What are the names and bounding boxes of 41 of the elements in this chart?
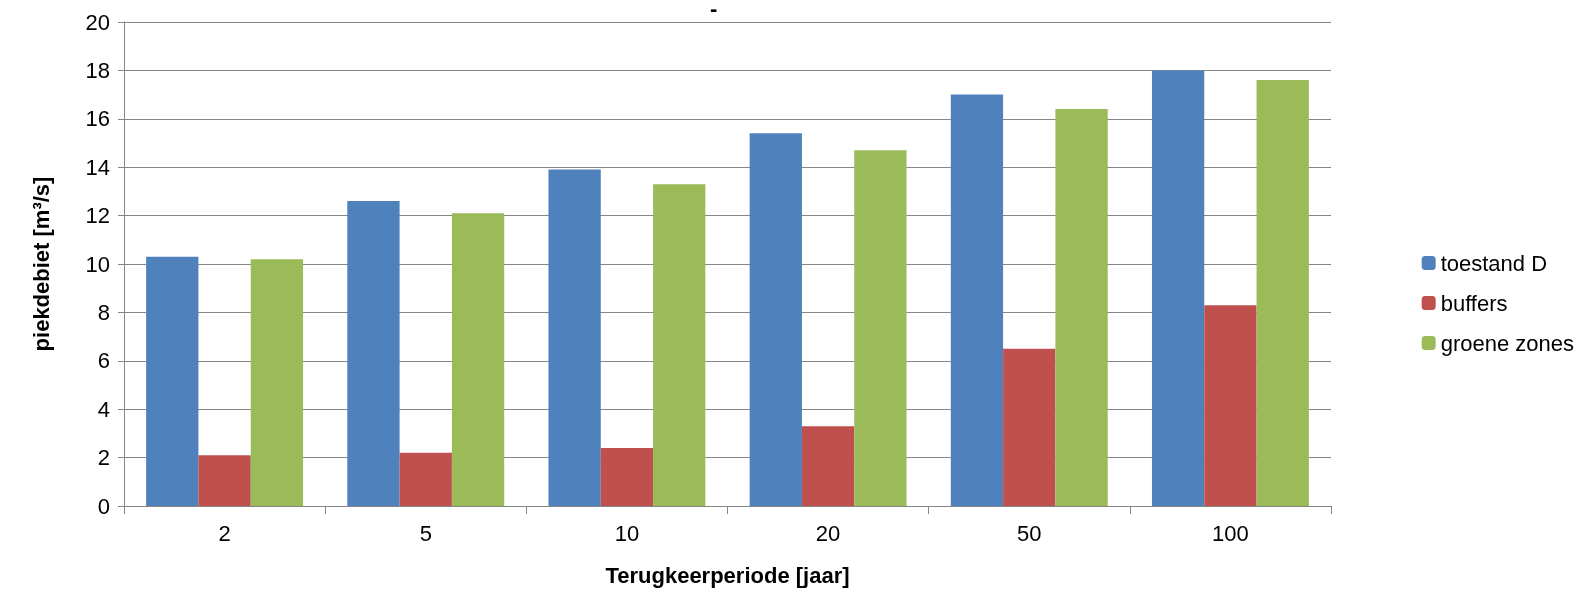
y-tick-label: 4 <box>97 396 110 422</box>
chart-title: - <box>710 0 718 21</box>
x-tick-label: 2 <box>218 520 231 546</box>
y-tick-label: 2 <box>97 445 110 471</box>
bar <box>1003 348 1056 506</box>
x-tick-label: 20 <box>815 520 841 546</box>
y-tick-label: 0 <box>97 493 110 519</box>
legend-label: groene zones <box>1440 330 1575 356</box>
y-tick-label: 18 <box>85 57 110 83</box>
bar <box>198 455 251 506</box>
bar <box>548 169 601 506</box>
x-tick-label: 50 <box>1017 520 1042 546</box>
y-tick-label: 8 <box>97 299 110 325</box>
bar <box>854 150 907 506</box>
y-tick-label: 12 <box>85 203 110 229</box>
x-axis-title: Terugkeerperiode [jaar] <box>605 562 850 588</box>
bar <box>250 259 304 506</box>
y-tick-label: 14 <box>85 154 110 180</box>
y-tick-label: 10 <box>85 251 110 277</box>
bar <box>1204 305 1257 506</box>
bar <box>1055 109 1108 506</box>
bar <box>1151 70 1205 506</box>
x-tick-label: 10 <box>614 520 640 546</box>
y-axis-title: piekdebiet [m³/s] <box>28 176 54 352</box>
y-tick-label: 20 <box>85 9 110 35</box>
x-tick-label: 100 <box>1212 520 1249 546</box>
bar <box>1256 80 1309 506</box>
bar <box>653 184 706 506</box>
bar <box>600 447 654 506</box>
x-tick-label: 5 <box>419 520 432 546</box>
bar <box>347 201 400 506</box>
legend-label: toestand D <box>1440 250 1548 276</box>
bar <box>146 256 199 506</box>
bar <box>399 452 452 506</box>
bar <box>950 94 1004 506</box>
bar <box>749 133 802 506</box>
y-tick-label: 6 <box>97 348 110 374</box>
y-tick-label: 16 <box>85 106 110 132</box>
bar <box>801 426 855 506</box>
bar <box>451 213 505 506</box>
legend-label: buffers <box>1440 290 1508 316</box>
